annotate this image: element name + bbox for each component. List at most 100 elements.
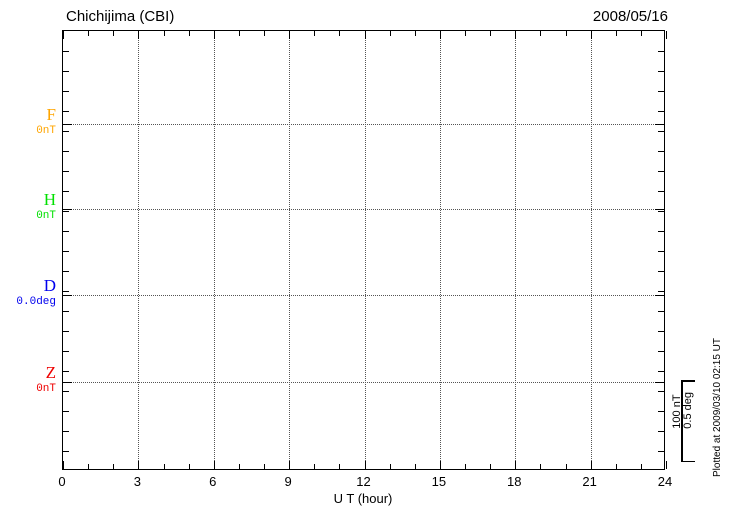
scale-bar-cap-bottom (681, 460, 695, 462)
y-axis-tick (63, 351, 69, 352)
x-axis-tick (364, 31, 366, 39)
y-axis-tick (63, 411, 69, 412)
x-axis-tick-label: 12 (356, 474, 371, 489)
x-axis-tick (490, 464, 492, 469)
x-axis-tick (113, 464, 115, 469)
x-axis-tick (314, 31, 316, 36)
x-axis-tick (640, 464, 642, 469)
y-axis-tick (63, 371, 69, 372)
y-axis-major-tick (655, 295, 664, 296)
y-axis-tick (658, 131, 664, 132)
component-label-d: D 0.0deg (0, 277, 56, 308)
x-axis-tick (88, 31, 90, 36)
y-axis-major-tick (63, 382, 72, 383)
x-axis-tick (615, 31, 617, 36)
scale-bar (681, 380, 683, 462)
x-axis-tick (490, 31, 492, 36)
vertical-gridline (364, 31, 366, 469)
y-axis-tick (658, 371, 664, 372)
y-axis-major-tick (655, 382, 664, 383)
x-axis-tick-label: 9 (284, 474, 292, 489)
x-axis-tick (540, 31, 542, 36)
x-axis-tick (666, 461, 667, 469)
x-axis-tick (364, 461, 366, 469)
x-axis-tick (389, 31, 391, 36)
x-axis-tick (389, 464, 391, 469)
y-axis-tick (658, 231, 664, 232)
component-label-f: F 0nT (0, 106, 56, 137)
x-axis-tick (63, 31, 64, 39)
baseline-gridline-z (63, 382, 664, 383)
x-axis-tick (465, 464, 466, 469)
x-axis-title: U T (hour) (333, 491, 393, 506)
x-axis-tick (339, 31, 341, 36)
y-axis-tick (63, 51, 69, 52)
x-axis-tick (314, 464, 316, 469)
x-axis-tick-label: 18 (507, 474, 522, 489)
y-axis-tick (658, 411, 664, 412)
x-axis-tick (289, 31, 291, 39)
x-axis-tick (465, 31, 466, 36)
y-axis-tick (63, 131, 69, 132)
component-baseline-value: 0.0deg (16, 296, 56, 308)
y-axis-tick (658, 251, 664, 252)
x-axis-tick (213, 461, 215, 469)
y-axis-tick (658, 211, 664, 212)
x-axis-tick (439, 31, 441, 39)
y-axis-tick (658, 351, 664, 352)
component-label-h: H 0nT (0, 191, 56, 222)
observation-date: 2008/05/16 (592, 8, 668, 25)
x-axis-tick (590, 461, 592, 469)
y-axis-tick (658, 331, 664, 332)
x-axis-tick (138, 31, 140, 39)
x-axis-tick (113, 31, 115, 36)
vertical-gridline (213, 31, 215, 469)
x-axis-tick-label: 24 (657, 474, 673, 489)
vertical-gridline (515, 31, 517, 469)
y-axis-tick (658, 451, 664, 452)
y-axis-tick (63, 91, 69, 92)
vertical-gridline (289, 31, 291, 469)
vertical-gridline (138, 31, 140, 469)
y-axis-tick (658, 171, 664, 172)
x-axis-tick (264, 464, 265, 469)
component-name: Z (45, 363, 56, 382)
x-axis-tick-label: 21 (582, 474, 597, 489)
y-axis-tick (63, 431, 69, 432)
y-axis-tick (63, 311, 69, 312)
y-axis-tick (63, 391, 69, 392)
y-axis-tick (658, 151, 664, 152)
x-axis-tick (515, 31, 517, 39)
x-axis-tick (414, 464, 416, 469)
x-axis-tick (138, 461, 140, 469)
y-axis-major-tick (63, 295, 72, 296)
scale-bar-deg: 0.5 deg (682, 392, 694, 429)
y-axis-tick (63, 191, 69, 192)
x-axis-tick (565, 31, 567, 36)
vertical-gridline (590, 31, 592, 469)
scale-bar-cap-top (681, 380, 695, 382)
plot-frame (62, 30, 667, 470)
x-axis-tick (289, 461, 291, 469)
x-axis-tick (640, 31, 642, 36)
component-name: D (43, 276, 56, 295)
component-baseline-value: 0nT (36, 210, 56, 222)
x-axis-tick (188, 31, 190, 36)
x-axis-tick (515, 461, 517, 469)
component-label-z: Z 0nT (0, 364, 56, 395)
vertical-gridline (439, 31, 441, 469)
x-axis-tick (615, 464, 617, 469)
y-axis-major-tick (655, 209, 664, 210)
y-axis-tick (63, 331, 69, 332)
x-axis-tick (88, 464, 90, 469)
baseline-gridline-d (63, 295, 664, 296)
component-name: F (46, 105, 56, 124)
y-axis-tick (63, 271, 69, 272)
y-axis-tick (63, 451, 69, 452)
x-axis-tick (565, 464, 567, 469)
component-baseline-value: 0nT (36, 383, 56, 395)
baseline-gridline-h (63, 209, 664, 210)
x-axis-tick (213, 31, 215, 39)
x-axis-tick-label: 0 (58, 474, 66, 489)
